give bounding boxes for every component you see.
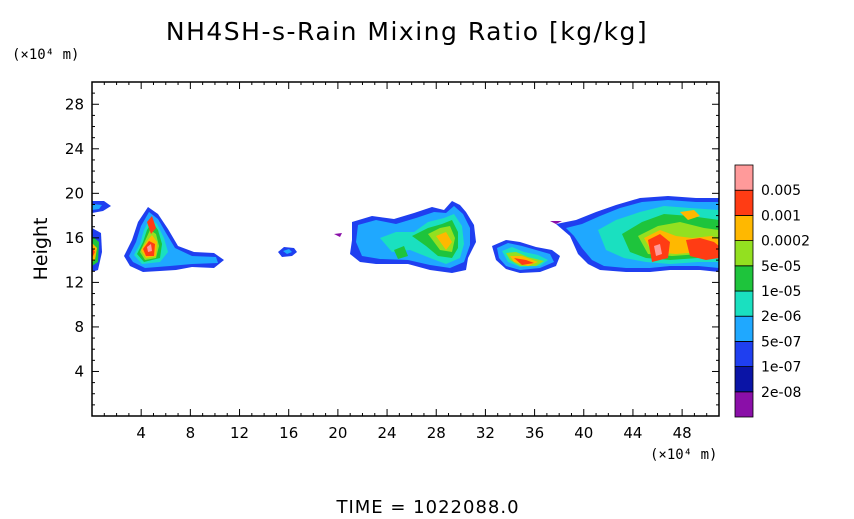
colorbar-swatch — [734, 340, 754, 367]
x-tick-label: 40 — [574, 424, 593, 442]
time-footer: TIME = 1022088.0 — [335, 497, 519, 518]
x-tick-label: 8 — [186, 424, 196, 442]
cloud-region — [680, 210, 700, 220]
colorbar-label: 5e-05 — [761, 259, 801, 275]
cloud-region — [436, 232, 452, 250]
colorbar-label: 1e-07 — [761, 360, 801, 376]
cloud-region — [147, 216, 156, 234]
y-tick-label: 28 — [65, 95, 84, 113]
x-tick-label: 16 — [279, 424, 298, 442]
colorbar-label: 2e-08 — [761, 385, 801, 401]
chart-title: NH4SH-s-Rain Mixing Ratio [kg/kg] — [166, 17, 648, 46]
x-tick-label: 20 — [328, 424, 347, 442]
colorbar-swatch — [734, 164, 754, 191]
x-tick-label: 28 — [427, 424, 446, 442]
x-tick-label: 12 — [230, 424, 249, 442]
cloud-region — [550, 221, 562, 224]
colorbar-label: 0.001 — [761, 208, 801, 224]
colorbar-swatch — [734, 240, 754, 267]
y-ticks: 4 8 12 16 20 24 28 — [65, 92, 719, 406]
colorbar-swatch — [734, 265, 754, 292]
colorbar-swatch — [734, 290, 754, 317]
y-tick-label: 24 — [65, 140, 84, 158]
y-tick-label: 4 — [74, 362, 84, 380]
y-tick-label: 8 — [74, 318, 84, 336]
x-tick-label: 48 — [673, 424, 692, 442]
x-tick-label: 24 — [378, 424, 397, 442]
cloud-region — [147, 244, 152, 252]
y-tick-label: 16 — [65, 229, 84, 247]
x-tick-label: 44 — [623, 424, 642, 442]
cloud-region — [686, 238, 719, 260]
x-tick-label: 4 — [136, 424, 146, 442]
contour-field — [92, 196, 719, 273]
colorbar-label: 0.005 — [761, 183, 801, 199]
colorbar-label: 1e-05 — [761, 284, 801, 300]
y-tick-label: 12 — [65, 273, 84, 291]
colorbar-swatch — [734, 391, 754, 418]
colorbar-swatch — [734, 315, 754, 342]
cloud-region — [334, 233, 342, 237]
colorbar-label: 0.0002 — [761, 234, 810, 250]
cloud-region — [514, 258, 534, 265]
x-ticks: 4 8 12 16 20 24 28 32 36 40 44 48 — [103, 82, 708, 442]
cloud-region — [394, 246, 408, 259]
colorbar-swatch — [734, 366, 754, 393]
colorbar-label: 2e-06 — [761, 309, 801, 325]
colorbar-swatch — [734, 189, 754, 216]
cloud-region — [283, 249, 292, 254]
colorbar: 2e-08 1e-07 5e-07 2e-06 1e-05 5e-05 0.0002 0.00… — [734, 164, 810, 418]
y-axis-label: Height — [30, 218, 52, 281]
x-tick-label: 32 — [476, 424, 495, 442]
colorbar-swatch — [734, 214, 754, 241]
y-unit-label: (×10⁴ m) — [12, 47, 79, 63]
cloud-region — [92, 204, 102, 210]
cloud-region — [654, 244, 662, 256]
colorbar-label: 5e-07 — [761, 334, 801, 350]
x-tick-label: 36 — [525, 424, 544, 442]
cloud-region — [92, 201, 111, 213]
y-tick-label: 20 — [65, 184, 84, 202]
x-unit-label: (×10⁴ m) — [650, 447, 717, 463]
